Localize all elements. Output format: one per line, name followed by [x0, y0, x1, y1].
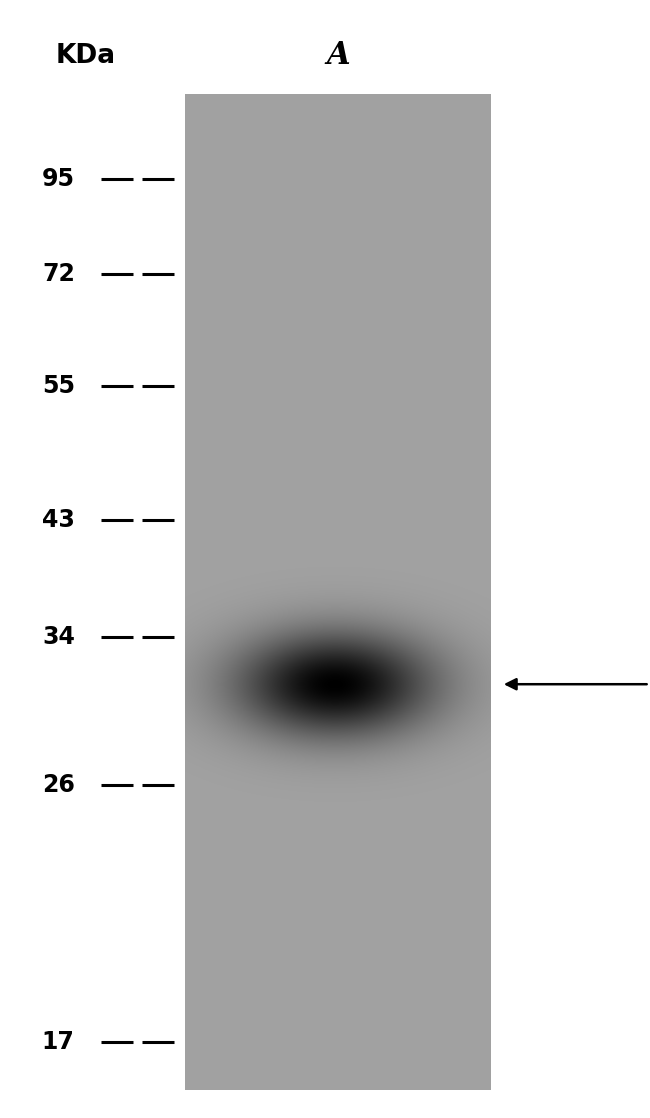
Bar [185, 95, 491, 1090]
Text: 34: 34 [42, 625, 75, 650]
Text: 26: 26 [42, 773, 75, 797]
Text: A: A [326, 40, 350, 72]
Text: 17: 17 [42, 1030, 75, 1054]
Text: 72: 72 [42, 262, 75, 286]
Text: 55: 55 [42, 373, 75, 398]
Text: KDa: KDa [55, 42, 116, 69]
Text: 43: 43 [42, 508, 75, 532]
Text: 95: 95 [42, 167, 75, 191]
